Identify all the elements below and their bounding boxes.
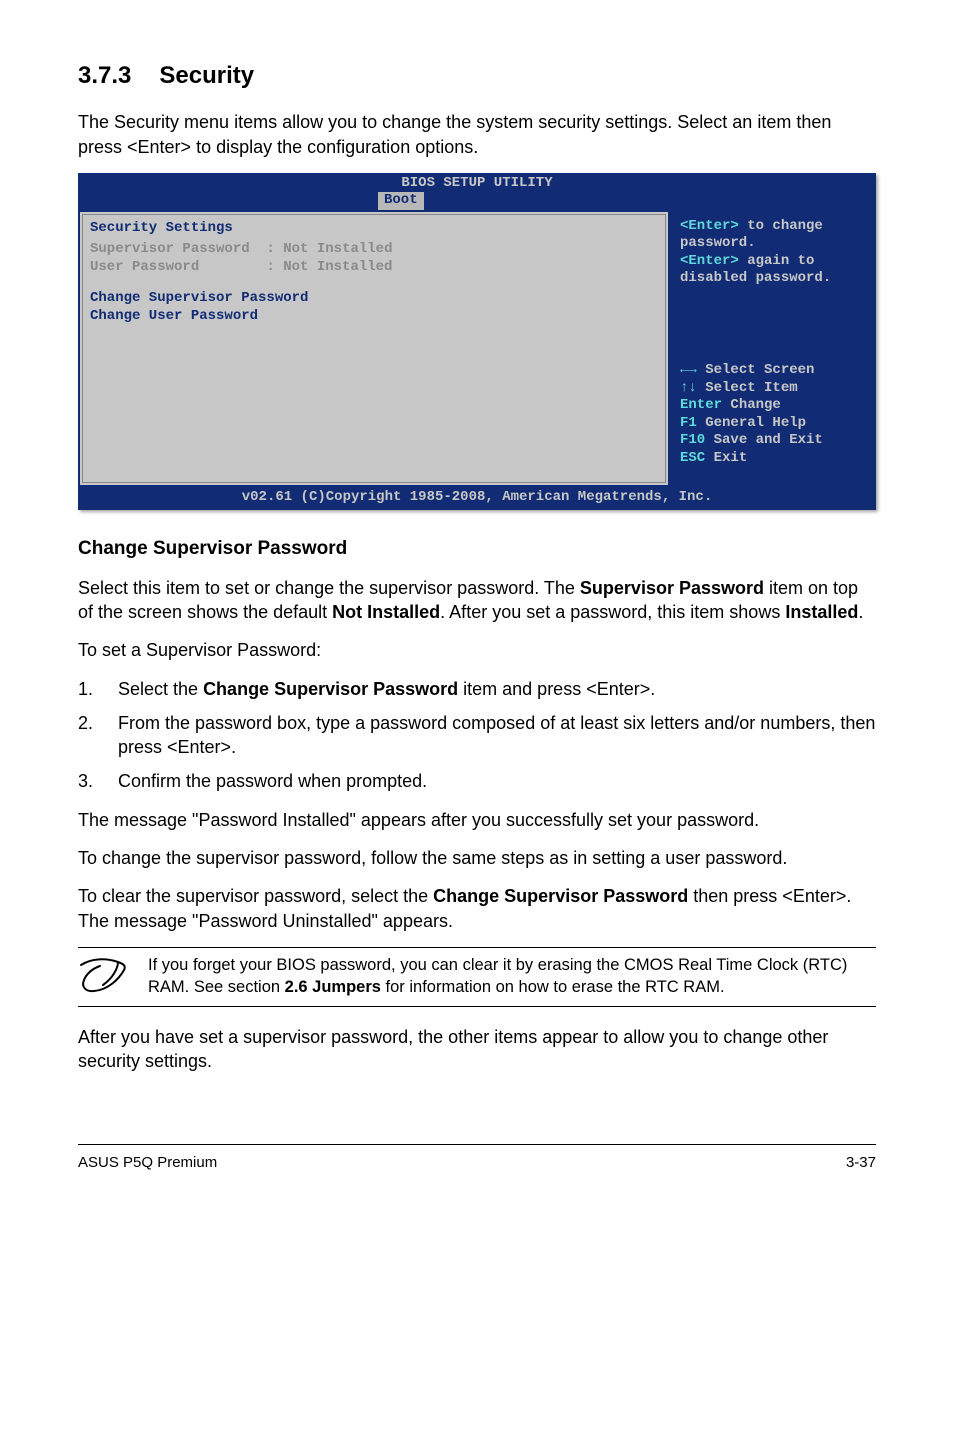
key-esc-txt: Exit [705,450,747,466]
arrows-ud-icon: ↑↓ [680,380,697,396]
user-label: User Password [90,259,199,275]
supervisor-value: : Not Installed [266,241,392,257]
paragraph-1: Select this item to set or change the su… [78,576,876,625]
paragraph-4: To change the supervisor password, follo… [78,846,876,870]
step-2: From the password box, type a password c… [78,711,876,760]
footer-left: ASUS P5Q Premium [78,1153,217,1173]
key-esc-lbl: ESC [680,450,705,466]
change-user-link[interactable]: Change User Password [90,308,658,326]
steps-list: Select the Change Supervisor Password it… [78,677,876,794]
help-t2: password. [680,235,864,253]
bios-footer: v02.61 (C)Copyright 1985-2008, American … [78,487,876,510]
step-1: Select the Change Supervisor Password it… [78,677,876,701]
help-enter1: <Enter> [680,218,739,234]
section-number: 3.7.3 [78,60,131,92]
security-settings-header: Security Settings [90,218,658,238]
paragraph-2: To set a Supervisor Password: [78,638,876,662]
bios-keys: ←→ Select Screen ↑↓ Select Item Enter Ch… [680,362,864,467]
bios-tab-row: Boot [78,192,876,210]
user-value: : Not Installed [266,259,392,275]
section-heading: 3.7.3 Security [78,60,876,92]
bios-tab-boot: Boot [378,192,424,210]
section-title: Security [159,62,254,89]
key-enter-txt: Change [722,397,781,413]
footer-right: 3-37 [846,1153,876,1173]
key-enter-lbl: Enter [680,397,722,413]
key-item: Select Item [697,380,798,396]
paragraph-3: The message "Password Installed" appears… [78,808,876,832]
bios-right-pane: <Enter> to change password. <Enter> agai… [670,210,876,488]
note-icon [78,954,128,1000]
help-enter2: <Enter> [680,253,739,269]
supervisor-label: Supervisor Password [90,241,250,257]
help-t1: to change [739,218,823,234]
note-box: If you forget your BIOS password, you ca… [78,947,876,1007]
change-supervisor-link[interactable]: Change Supervisor Password [90,290,658,308]
bios-left-pane: Security Settings Supervisor Password : … [78,210,670,488]
bios-help: <Enter> to change password. <Enter> agai… [680,218,864,288]
bios-panel: BIOS SETUP UTILITY Boot Security Setting… [78,173,876,510]
step-3: Confirm the password when prompted. [78,769,876,793]
sub-heading: Change Supervisor Password [78,536,876,562]
key-f1-lbl: F1 [680,415,697,431]
paragraph-5: To clear the supervisor password, select… [78,884,876,933]
user-row: User Password : Not Installed [90,259,658,277]
page-footer: ASUS P5Q Premium 3-37 [78,1144,876,1173]
help-t3: again to [739,253,815,269]
bios-title: BIOS SETUP UTILITY [78,173,876,193]
paragraph-6: After you have set a supervisor password… [78,1025,876,1074]
arrows-lr-icon: ←→ [680,362,697,378]
help-t4: disabled password. [680,270,864,288]
note-text: If you forget your BIOS password, you ca… [148,954,876,999]
key-f10-txt: Save and Exit [705,432,823,448]
intro-paragraph: The Security menu items allow you to cha… [78,110,876,159]
key-f1-txt: General Help [697,415,806,431]
key-screen: Select Screen [697,362,815,378]
key-f10-lbl: F10 [680,432,705,448]
supervisor-row: Supervisor Password : Not Installed [90,241,658,259]
